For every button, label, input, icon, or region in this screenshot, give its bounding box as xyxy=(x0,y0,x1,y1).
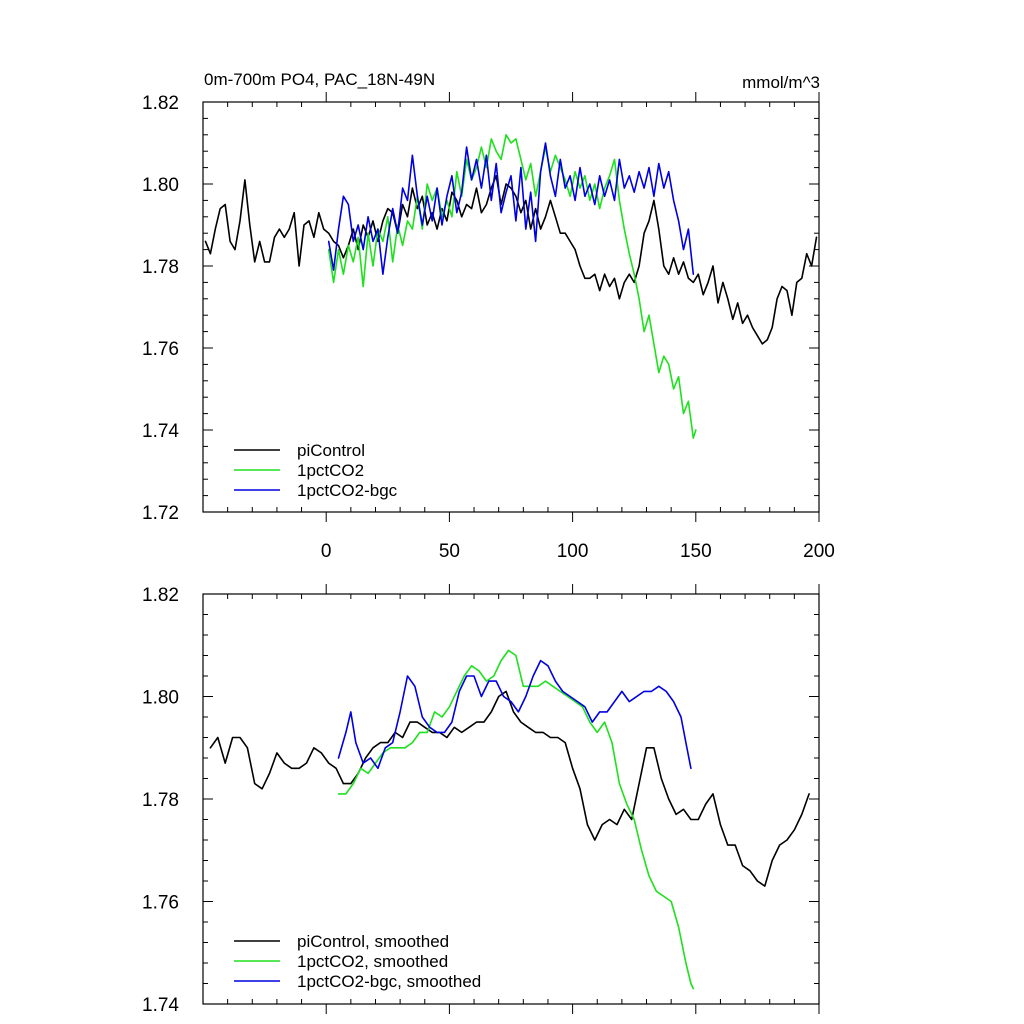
legend-label-picontrol-smoothed: piControl, smoothed xyxy=(297,932,449,951)
x-tick-label: 0 xyxy=(321,541,332,562)
plot-frame xyxy=(202,101,820,513)
x-tick-label: 150 xyxy=(680,541,712,562)
y-tick-label: 1.82 xyxy=(142,585,179,606)
y-tick-label: 1.72 xyxy=(142,503,179,524)
series-line-picontrol-smoothed xyxy=(209,690,810,887)
y-tick-label: 1.80 xyxy=(142,688,179,709)
chart-title: 0m-700m PO4, PAC_18N-49N xyxy=(204,70,435,89)
y-tick-label: 1.76 xyxy=(142,339,179,360)
series-line-1pctco2 xyxy=(327,134,697,440)
series-line-1pctco2-bgc-smoothed xyxy=(337,659,692,770)
legend: piControl, smoothed 1pctCO2, smoothed 1p… xyxy=(234,932,481,991)
y-tick-label: 1.74 xyxy=(142,421,179,442)
axes-group: 1.72 1.74 1.76 1.78 1.80 1.82 0 50 100 150 200 xyxy=(142,92,835,562)
y-tick-label: 1.78 xyxy=(142,257,179,278)
y-tick-label: 1.74 xyxy=(142,995,179,1016)
series-line-picontrol xyxy=(204,175,818,345)
smoothed-timeseries-panel: 1.74 1.76 1.78 1.80 1.82 piControl, smoothed… xyxy=(142,584,820,1016)
y-tick-label: 1.78 xyxy=(142,790,179,811)
y-tick-label: 1.76 xyxy=(142,893,179,914)
x-tick-label: 100 xyxy=(557,541,589,562)
y-tick-label: 1.82 xyxy=(142,93,179,114)
y-tick-label: 1.80 xyxy=(142,175,179,196)
legend-label-1pctco2: 1pctCO2 xyxy=(297,461,364,480)
series-layer xyxy=(204,134,818,440)
axes-group: 1.74 1.76 1.78 1.80 1.82 xyxy=(142,584,820,1016)
legend: piControl 1pctCO2 1pctCO2-bgc xyxy=(234,441,398,500)
legend-label-1pctco2-smoothed: 1pctCO2, smoothed xyxy=(297,952,448,971)
series-line-1pctco2-smoothed xyxy=(337,649,695,990)
x-tick-label: 200 xyxy=(803,541,835,562)
legend-label-1pctco2-bgc-smoothed: 1pctCO2-bgc, smoothed xyxy=(297,972,481,991)
series-layer xyxy=(209,649,810,990)
legend-label-1pctco2-bgc: 1pctCO2-bgc xyxy=(297,481,398,500)
legend-label-picontrol: piControl xyxy=(297,441,365,460)
raw-timeseries-panel: 0m-700m PO4, PAC_18N-49N mmol/m^3 1.721.… xyxy=(142,70,835,562)
x-tick-label: 50 xyxy=(439,541,460,562)
series-line-1pctco2-bgc xyxy=(327,142,695,276)
plot-frame xyxy=(202,593,820,1005)
units-label: mmol/m^3 xyxy=(742,73,820,92)
